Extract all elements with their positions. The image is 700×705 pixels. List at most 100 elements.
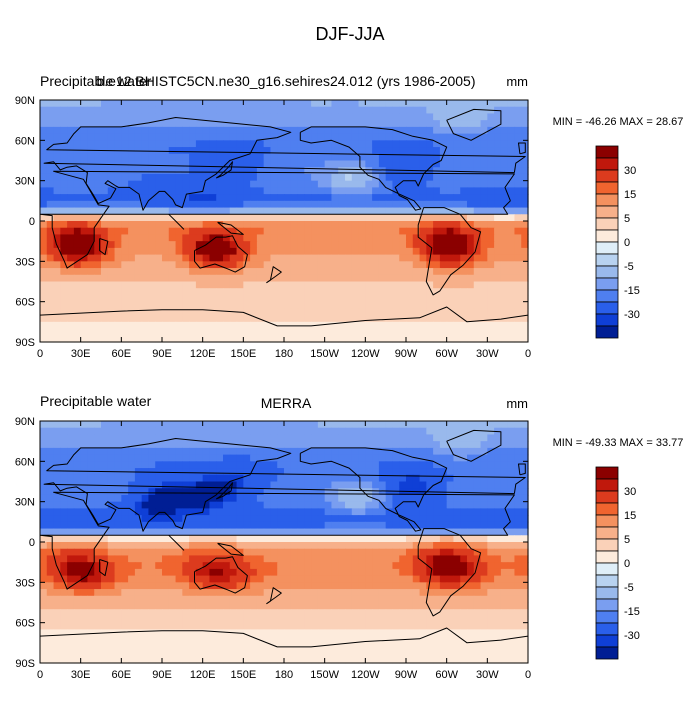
field-cell bbox=[128, 576, 135, 583]
field-cell bbox=[264, 448, 271, 455]
field-cell bbox=[433, 555, 440, 562]
field-cell bbox=[284, 140, 291, 147]
field-cell bbox=[162, 522, 169, 529]
field-cell bbox=[196, 127, 203, 134]
field-cell bbox=[514, 113, 521, 120]
field-cell bbox=[121, 421, 128, 428]
field-cell bbox=[426, 315, 433, 322]
field-cell bbox=[189, 569, 196, 576]
field-cell bbox=[413, 582, 420, 589]
field-cell bbox=[460, 208, 467, 215]
field-cell bbox=[311, 187, 318, 194]
field-cell bbox=[67, 616, 74, 623]
field-cell bbox=[54, 549, 61, 556]
field-cell bbox=[203, 255, 210, 262]
field-cell bbox=[487, 208, 494, 215]
field-cell bbox=[420, 542, 427, 549]
field-cell bbox=[216, 535, 223, 542]
field-cell bbox=[365, 234, 372, 241]
field-cell bbox=[264, 562, 271, 569]
field-cell bbox=[501, 468, 508, 475]
field-cell bbox=[74, 609, 81, 616]
field-cell bbox=[392, 549, 399, 556]
field-cell bbox=[223, 282, 230, 289]
field-cell bbox=[325, 589, 332, 596]
field-cell bbox=[392, 562, 399, 569]
field-cell bbox=[108, 248, 115, 255]
field-cell bbox=[460, 234, 467, 241]
field-cell bbox=[481, 147, 488, 154]
field-cell bbox=[176, 140, 183, 147]
field-cell bbox=[379, 248, 386, 255]
field-cell bbox=[331, 515, 338, 522]
field-cell bbox=[298, 248, 305, 255]
field-cell bbox=[182, 329, 189, 336]
field-cell bbox=[379, 515, 386, 522]
field-cell bbox=[237, 322, 244, 329]
field-cell bbox=[420, 201, 427, 208]
field-cell bbox=[60, 315, 67, 322]
field-cell bbox=[243, 140, 250, 147]
field-cell bbox=[318, 589, 325, 596]
field-cell bbox=[128, 535, 135, 542]
field-cell bbox=[121, 562, 128, 569]
field-cell bbox=[298, 542, 305, 549]
field-cell bbox=[345, 502, 352, 509]
field-cell bbox=[345, 288, 352, 295]
field-cell bbox=[474, 428, 481, 435]
field-cell bbox=[128, 549, 135, 556]
field-cell bbox=[257, 154, 264, 161]
field-cell bbox=[176, 569, 183, 576]
field-cell bbox=[284, 629, 291, 636]
field-cell bbox=[169, 589, 176, 596]
field-cell bbox=[101, 623, 108, 630]
field-cell bbox=[216, 421, 223, 428]
field-cell bbox=[101, 120, 108, 127]
field-cell bbox=[148, 482, 155, 489]
field-cell bbox=[94, 549, 101, 556]
field-cell bbox=[460, 181, 467, 188]
field-cell bbox=[128, 234, 135, 241]
field-cell bbox=[372, 616, 379, 623]
field-cell bbox=[169, 221, 176, 228]
y-tick-label: 0 bbox=[29, 216, 35, 228]
field-cell bbox=[74, 107, 81, 114]
field-cell bbox=[60, 194, 67, 201]
field-cell bbox=[399, 434, 406, 441]
field-cell bbox=[379, 616, 386, 623]
field-cell bbox=[311, 582, 318, 589]
field-cell bbox=[426, 482, 433, 489]
field-cell bbox=[359, 181, 366, 188]
field-cell bbox=[318, 542, 325, 549]
field-cell bbox=[216, 616, 223, 623]
colorbar-label: -5 bbox=[624, 261, 634, 273]
field-cell bbox=[494, 421, 501, 428]
field-cell bbox=[311, 255, 318, 262]
field-cell bbox=[392, 261, 399, 268]
field-cell bbox=[331, 187, 338, 194]
field-cell bbox=[318, 295, 325, 302]
field-cell bbox=[284, 308, 291, 315]
field-cell bbox=[176, 228, 183, 235]
field-cell bbox=[142, 127, 149, 134]
field-cell bbox=[135, 288, 142, 295]
field-cell bbox=[298, 609, 305, 616]
field-cell bbox=[460, 448, 467, 455]
field-cell bbox=[74, 154, 81, 161]
field-cell bbox=[521, 569, 528, 576]
field-cell bbox=[216, 522, 223, 529]
field-cell bbox=[325, 488, 332, 495]
field-cell bbox=[135, 569, 142, 576]
field-cell bbox=[237, 448, 244, 455]
field-cell bbox=[101, 549, 108, 556]
field-cell bbox=[237, 562, 244, 569]
field-cell bbox=[487, 221, 494, 228]
field-cell bbox=[406, 214, 413, 221]
field-cell bbox=[399, 308, 406, 315]
field-cell bbox=[176, 448, 183, 455]
field-cell bbox=[352, 140, 359, 147]
field-cell bbox=[60, 221, 67, 228]
field-cell bbox=[67, 441, 74, 448]
field-cell bbox=[148, 208, 155, 215]
field-cell bbox=[121, 107, 128, 114]
